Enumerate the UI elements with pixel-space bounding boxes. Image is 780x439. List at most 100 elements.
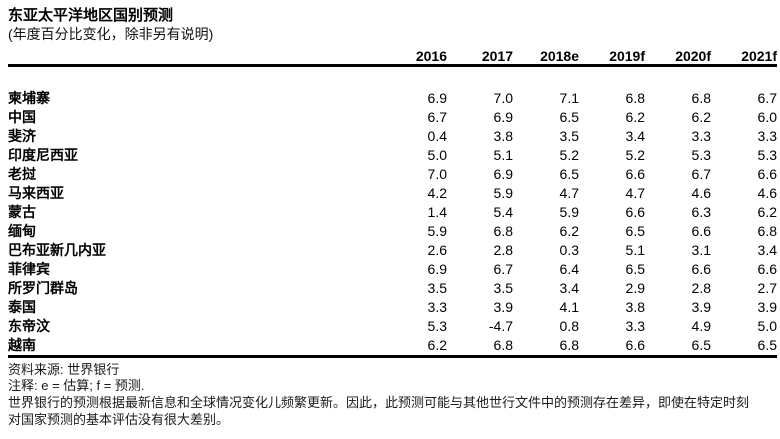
table-row: 中国 6.7 6.9 6.5 6.2 6.2 6.0 bbox=[8, 108, 777, 127]
forecast-value-cell: 3.9 bbox=[493, 299, 513, 315]
forecast-value-cell: 4.1 bbox=[559, 299, 579, 315]
forecast-value-cell: 5.3 bbox=[427, 318, 447, 334]
country-name-cell: 巴布亚新几内亚 bbox=[8, 242, 106, 258]
page-subtitle: (年度百分比变化，除非另有说明) bbox=[8, 26, 214, 42]
country-name-cell: 蒙古 bbox=[8, 204, 36, 220]
table-row: 泰国 3.3 3.9 4.1 3.8 3.9 3.9 bbox=[8, 298, 777, 317]
country-name-cell: 印度尼西亚 bbox=[8, 147, 78, 163]
forecast-value-cell: 6.6 bbox=[625, 337, 645, 353]
forecast-value-cell: 6.8 bbox=[493, 337, 513, 353]
forecast-value-cell: 0.4 bbox=[427, 128, 447, 144]
table-row: 印度尼西亚 5.0 5.1 5.2 5.2 5.3 5.3 bbox=[8, 146, 777, 165]
forecast-value-cell: 4.6 bbox=[691, 185, 711, 201]
table-footnotes: 资料来源: 世界银行 注释: e = 估算; f = 预测. 世界银行的预测根据… bbox=[8, 362, 780, 428]
country-name-cell: 中国 bbox=[8, 109, 36, 125]
forecast-value-cell: 6.6 bbox=[757, 166, 777, 182]
forecast-value-cell: 6.2 bbox=[427, 337, 447, 353]
forecast-value-cell: 3.3 bbox=[691, 128, 711, 144]
forecast-value-cell: 6.7 bbox=[691, 166, 711, 182]
forecast-value-cell: 6.5 bbox=[691, 337, 711, 353]
forecast-value-cell: 4.7 bbox=[559, 185, 579, 201]
source-note: 资料来源: 世界银行 bbox=[8, 362, 120, 377]
year-header-row: 2016 2017 2018e 2019f 2020f 2021f bbox=[8, 48, 777, 67]
forecast-value-cell: 3.8 bbox=[493, 128, 513, 144]
forecast-value-cell: 5.4 bbox=[493, 204, 513, 220]
forecast-value-cell: 5.9 bbox=[427, 223, 447, 239]
forecast-value-cell: 6.8 bbox=[559, 337, 579, 353]
forecast-value-cell: 6.5 bbox=[625, 261, 645, 277]
forecast-value-cell: 6.5 bbox=[559, 166, 579, 182]
forecast-value-cell: 6.7 bbox=[757, 90, 777, 106]
forecast-value-cell: 5.1 bbox=[493, 147, 513, 163]
forecast-value-cell: 3.8 bbox=[625, 299, 645, 315]
forecast-value-cell: 5.0 bbox=[757, 318, 777, 334]
country-name-cell: 东帝汶 bbox=[8, 318, 50, 334]
forecast-value-cell: 7.1 bbox=[559, 90, 579, 106]
year-column-header: 2019f bbox=[579, 48, 645, 67]
forecast-value-cell: 6.8 bbox=[691, 90, 711, 106]
year-column-header: 2018e bbox=[513, 48, 579, 67]
forecast-value-cell: 2.8 bbox=[493, 242, 513, 258]
forecast-value-cell: 6.6 bbox=[757, 261, 777, 277]
forecast-value-cell: 6.2 bbox=[691, 109, 711, 125]
forecast-value-cell: 7.0 bbox=[493, 90, 513, 106]
forecast-value-cell: 6.8 bbox=[757, 223, 777, 239]
forecast-value-cell: 5.1 bbox=[625, 242, 645, 258]
forecast-value-cell: 5.9 bbox=[493, 185, 513, 201]
forecast-value-cell: 5.3 bbox=[691, 147, 711, 163]
forecast-table: 2016 2017 2018e 2019f 2020f 2021f 柬埔寨 6.9 7.0 7.… bbox=[8, 48, 777, 358]
table-row: 斐济 0.4 3.8 3.5 3.4 3.3 3.3 bbox=[8, 127, 777, 146]
forecast-value-cell: 3.5 bbox=[493, 280, 513, 296]
country-name-cell: 泰国 bbox=[8, 299, 36, 315]
forecast-value-cell: 6.9 bbox=[493, 166, 513, 182]
forecast-value-cell: 3.5 bbox=[427, 280, 447, 296]
forecast-value-cell: 6.4 bbox=[559, 261, 579, 277]
forecast-value-cell: 6.8 bbox=[625, 90, 645, 106]
forecast-value-cell: 3.3 bbox=[757, 128, 777, 144]
forecast-value-cell: 3.9 bbox=[691, 299, 711, 315]
forecast-value-cell: 3.4 bbox=[625, 128, 645, 144]
forecast-value-cell: 3.9 bbox=[757, 299, 777, 315]
year-column-header: 2020f bbox=[645, 48, 711, 67]
forecast-value-cell: 3.1 bbox=[691, 242, 711, 258]
table-row: 缅甸 5.9 6.8 6.2 6.5 6.6 6.8 bbox=[8, 222, 777, 241]
page-title: 东亚太平洋地区国别预测 bbox=[8, 7, 174, 24]
country-name-cell: 越南 bbox=[8, 337, 36, 353]
table-row: 蒙古 1.4 5.4 5.9 6.6 6.3 6.2 bbox=[8, 203, 777, 222]
country-name-cell: 菲律宾 bbox=[8, 261, 50, 277]
country-name-cell: 所罗门群岛 bbox=[8, 280, 78, 296]
forecast-value-cell: 5.0 bbox=[427, 147, 447, 163]
forecast-value-cell: 6.5 bbox=[757, 337, 777, 353]
forecast-value-cell: 6.7 bbox=[427, 109, 447, 125]
table-row: 东帝汶 5.3 -4.7 0.8 3.3 4.9 5.0 bbox=[8, 317, 777, 336]
forecast-value-cell: 6.6 bbox=[625, 166, 645, 182]
forecast-value-cell: 3.3 bbox=[625, 318, 645, 334]
forecast-value-cell: 5.9 bbox=[559, 204, 579, 220]
forecast-value-cell: 6.5 bbox=[625, 223, 645, 239]
country-name-cell: 马来西亚 bbox=[8, 185, 64, 201]
forecast-value-cell: 6.2 bbox=[625, 109, 645, 125]
forecast-value-cell: 6.3 bbox=[691, 204, 711, 220]
forecast-value-cell: 6.9 bbox=[427, 261, 447, 277]
table-row: 柬埔寨 6.9 7.0 7.1 6.8 6.8 6.7 bbox=[8, 66, 777, 109]
table-row: 马来西亚 4.2 5.9 4.7 4.7 4.6 4.6 bbox=[8, 184, 777, 203]
forecast-value-cell: 6.6 bbox=[691, 261, 711, 277]
forecast-value-cell: 6.0 bbox=[757, 109, 777, 125]
table-row: 老挝 7.0 6.9 6.5 6.6 6.7 6.6 bbox=[8, 165, 777, 184]
forecast-value-cell: 4.9 bbox=[691, 318, 711, 334]
forecast-value-cell: 1.4 bbox=[427, 204, 447, 220]
country-name-cell: 柬埔寨 bbox=[8, 90, 50, 106]
year-column-header: 2016 bbox=[381, 48, 447, 67]
country-name-cell: 缅甸 bbox=[8, 223, 36, 239]
forecast-value-cell: 6.9 bbox=[427, 90, 447, 106]
forecast-value-cell: 5.3 bbox=[757, 147, 777, 163]
year-column-header: 2021f bbox=[711, 48, 777, 67]
forecast-value-cell: 6.8 bbox=[493, 223, 513, 239]
forecast-value-cell: 3.4 bbox=[757, 242, 777, 258]
forecast-value-cell: 2.8 bbox=[691, 280, 711, 296]
country-name-cell: 斐济 bbox=[8, 128, 36, 144]
legend-note: 注释: e = 估算; f = 预测. bbox=[8, 378, 145, 393]
disclaimer-line2: 对国家预测的基本评估没有很大差别。 bbox=[8, 412, 230, 427]
forecast-value-cell: 4.2 bbox=[427, 185, 447, 201]
